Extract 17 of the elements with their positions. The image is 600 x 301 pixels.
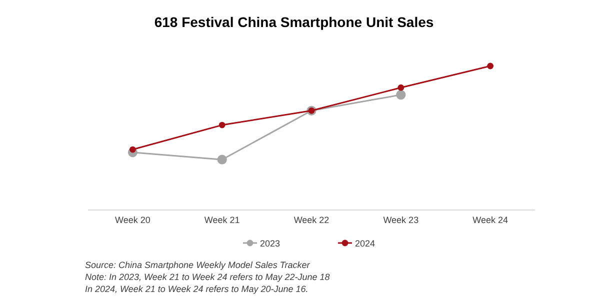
point: [217, 154, 227, 164]
text: Note: In 2023, Week 21 to Week 24 refers to May 22-June 18: [85, 272, 330, 282]
point: [487, 62, 494, 70]
x-tick-label: Week 20: [115, 215, 150, 225]
source-note: Source: China Smartphone Weekly Model Sales Tracker: [85, 260, 311, 270]
point: [396, 90, 406, 100]
text: In 2024, Week 21 to Week 24 refers to May 20-June 16.: [85, 284, 308, 294]
point: [130, 146, 136, 153]
point: [398, 84, 404, 91]
chart-title: 618 Festival China Smartphone Unit Sales: [154, 14, 434, 30]
legend-label: 2024: [355, 238, 376, 248]
x-tick-label: Week 24: [472, 215, 508, 225]
x-tick-label: Week 22: [294, 215, 330, 225]
legend-label: 2023: [260, 238, 280, 248]
x-tick-label: Week 23: [383, 215, 419, 225]
point: [218, 122, 226, 128]
x-tick-label: Week 21: [204, 215, 240, 225]
